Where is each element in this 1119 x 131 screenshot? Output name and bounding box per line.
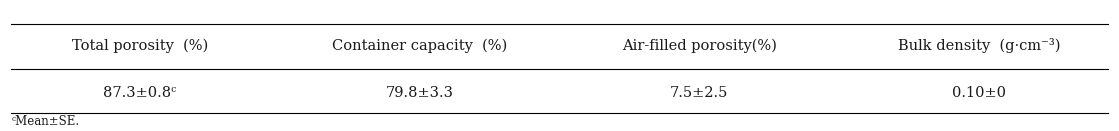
Text: Air-filled porosity(%): Air-filled porosity(%) xyxy=(622,39,777,53)
Text: 0.10±0: 0.10±0 xyxy=(952,86,1006,100)
Text: ᶜMean±SE.: ᶜMean±SE. xyxy=(11,115,79,128)
Text: Container capacity  (%): Container capacity (%) xyxy=(332,39,507,53)
Text: 79.8±3.3: 79.8±3.3 xyxy=(386,86,453,100)
Text: 87.3±0.8ᶜ: 87.3±0.8ᶜ xyxy=(103,86,177,100)
Text: Total porosity  (%): Total porosity (%) xyxy=(72,39,208,53)
Text: Bulk density  (g·cm⁻³): Bulk density (g·cm⁻³) xyxy=(897,38,1061,53)
Text: 7.5±2.5: 7.5±2.5 xyxy=(670,86,728,100)
